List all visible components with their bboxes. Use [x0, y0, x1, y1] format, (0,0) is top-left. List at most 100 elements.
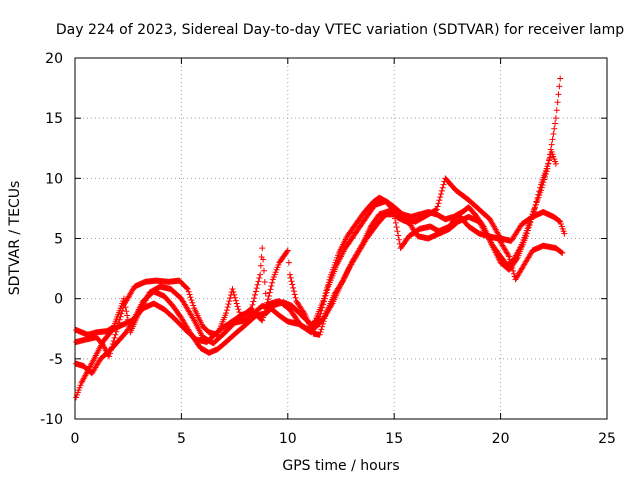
data-point — [392, 219, 399, 226]
data-point — [231, 291, 238, 298]
data-point — [254, 281, 261, 288]
data-point — [259, 317, 266, 324]
data-point — [290, 288, 297, 295]
x-tick-label: 15 — [385, 431, 403, 447]
data-point — [260, 256, 267, 263]
x-tick-label: 5 — [177, 431, 186, 447]
data-point — [523, 233, 530, 240]
data-point — [548, 141, 555, 148]
data-point — [506, 256, 513, 263]
data-point — [267, 286, 274, 293]
data-marks — [73, 75, 568, 401]
data-point — [261, 279, 268, 286]
data-point — [253, 285, 260, 292]
data-point — [523, 230, 530, 237]
data-point — [232, 297, 239, 304]
data-point — [358, 242, 365, 249]
data-point — [116, 316, 123, 323]
data-point — [506, 253, 513, 260]
data-point — [440, 181, 447, 188]
data-point — [230, 288, 237, 295]
data-point — [530, 208, 537, 215]
data-point — [229, 286, 236, 293]
data-point — [318, 326, 325, 333]
data-point — [439, 184, 446, 191]
data-point — [112, 331, 119, 338]
data-point — [552, 160, 559, 167]
data-point — [526, 222, 533, 229]
data-point — [339, 278, 346, 285]
data-point — [269, 279, 276, 286]
data-point — [550, 131, 557, 138]
data-point — [252, 291, 259, 298]
data-point — [188, 297, 195, 304]
data-point — [292, 294, 299, 301]
data-point — [556, 218, 563, 225]
data-point — [268, 283, 275, 290]
data-point — [532, 201, 539, 208]
data-point — [226, 298, 233, 305]
series-trace-4 — [73, 148, 559, 401]
data-point — [252, 288, 259, 295]
data-point — [549, 136, 556, 143]
data-point — [187, 294, 194, 301]
data-point — [320, 318, 327, 325]
data-point — [551, 125, 558, 132]
x-tick-label: 10 — [279, 431, 297, 447]
data-point — [123, 308, 130, 315]
data-point — [321, 315, 328, 322]
data-point — [284, 247, 291, 254]
y-tick-label: 15 — [45, 111, 63, 127]
data-point — [544, 163, 551, 170]
data-point — [486, 236, 493, 243]
data-point — [316, 331, 323, 338]
data-point — [250, 298, 257, 305]
data-point — [266, 289, 273, 296]
data-point — [438, 187, 445, 194]
data-point — [111, 334, 118, 341]
data-point — [534, 195, 541, 202]
data-point — [223, 307, 230, 314]
data-point — [531, 205, 538, 212]
data-point — [235, 306, 242, 313]
data-point — [320, 301, 327, 308]
data-point — [393, 224, 400, 231]
y-axis-label: SDTVAR / TECUs — [7, 181, 23, 296]
data-point — [324, 286, 331, 293]
axis-ticks: 0 5 10 15 20 25 -10 -5 0 5 10 15 20 — [40, 51, 616, 447]
data-point — [535, 191, 542, 198]
data-point — [249, 301, 256, 308]
data-point — [318, 307, 325, 314]
data-point — [319, 320, 326, 327]
data-point — [256, 274, 263, 281]
y-tick-label: -5 — [49, 352, 63, 368]
x-axis-label: GPS time / hours — [282, 458, 399, 474]
data-point — [316, 313, 323, 320]
data-point — [189, 299, 196, 306]
data-point — [288, 278, 295, 285]
data-point — [260, 311, 267, 318]
data-point — [255, 278, 262, 285]
data-point — [190, 315, 197, 322]
data-point — [561, 230, 568, 237]
data-point — [185, 288, 192, 295]
data-point — [322, 312, 329, 319]
data-point — [323, 289, 330, 296]
data-point — [184, 286, 191, 293]
data-point — [558, 249, 565, 256]
data-point — [320, 298, 327, 305]
data-point — [117, 313, 124, 320]
data-point — [262, 305, 269, 312]
data-point — [394, 228, 401, 235]
data-point — [260, 314, 267, 321]
data-point — [321, 295, 328, 302]
data-point — [513, 255, 520, 262]
data-point — [234, 303, 241, 310]
data-point — [529, 213, 536, 220]
data-point — [263, 302, 270, 309]
data-point — [529, 210, 536, 217]
data-point — [524, 227, 531, 234]
data-point — [438, 190, 445, 197]
data-point — [533, 198, 540, 205]
